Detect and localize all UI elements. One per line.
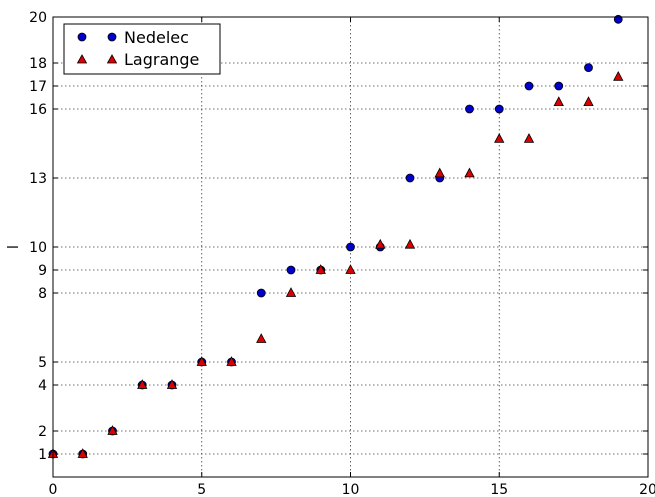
point-lagrange bbox=[375, 238, 386, 249]
legend-box bbox=[63, 23, 221, 75]
x-tick-label: 15 bbox=[490, 482, 508, 497]
point-lagrange bbox=[107, 425, 118, 435]
point-lagrange bbox=[166, 379, 178, 389]
y-tick-label: 8 bbox=[38, 286, 47, 302]
legend-marker-nedelec-1 bbox=[77, 32, 87, 42]
y-tick-label: 18 bbox=[29, 56, 47, 72]
point-lagrange bbox=[137, 379, 148, 389]
y-tick-label: 20 bbox=[29, 10, 47, 26]
legend-label-lagrange: Lagrange bbox=[124, 50, 199, 69]
point-nedelec bbox=[584, 63, 593, 72]
legend-label-nedelec: Nedelec bbox=[124, 28, 189, 47]
point-lagrange bbox=[315, 264, 326, 274]
x-tick-label: 0 bbox=[49, 482, 58, 497]
point-lagrange bbox=[434, 167, 445, 178]
point-lagrange bbox=[226, 356, 237, 366]
point-lagrange bbox=[613, 70, 624, 81]
point-nedelec bbox=[524, 81, 534, 91]
legend-marker-lagrange-1 bbox=[76, 54, 88, 64]
x-tick-label: 10 bbox=[342, 482, 360, 497]
point-nedelec bbox=[346, 242, 355, 252]
point-lagrange bbox=[464, 167, 475, 178]
y-tick-label: 5 bbox=[38, 355, 47, 371]
point-lagrange bbox=[256, 333, 267, 343]
point-lagrange bbox=[196, 356, 207, 366]
y-axis-label: l bbox=[6, 245, 22, 249]
point-nedelec bbox=[286, 265, 296, 275]
y-tick-label: 2 bbox=[38, 424, 47, 440]
point-nedelec bbox=[405, 173, 415, 183]
plot-frame bbox=[52, 16, 649, 478]
y-tick-label: 13 bbox=[29, 171, 47, 187]
point-lagrange bbox=[345, 264, 356, 274]
legend-marker-nedelec-2 bbox=[107, 32, 117, 42]
y-tick-label: 10 bbox=[29, 240, 47, 256]
point-lagrange bbox=[494, 133, 505, 143]
point-lagrange bbox=[285, 287, 297, 297]
legend: Nedelec Lagrange bbox=[63, 23, 221, 75]
y-tick-label: 17 bbox=[29, 79, 47, 95]
point-nedelec bbox=[256, 288, 266, 298]
y-tick-label: 1 bbox=[38, 447, 47, 463]
point-lagrange bbox=[583, 96, 594, 106]
y-tick-label: 9 bbox=[38, 263, 47, 279]
point-lagrange bbox=[523, 133, 535, 143]
y-tick-label: 4 bbox=[38, 378, 47, 394]
point-lagrange bbox=[553, 96, 564, 106]
data-points bbox=[47, 14, 624, 459]
y-tick-label: 16 bbox=[29, 102, 47, 118]
x-tick-label: 20 bbox=[639, 482, 655, 497]
point-nedelec bbox=[554, 81, 564, 91]
point-lagrange bbox=[77, 448, 88, 458]
point-nedelec bbox=[494, 104, 504, 114]
point-nedelec bbox=[465, 104, 474, 114]
x-tick-label: 5 bbox=[197, 482, 206, 497]
point-lagrange bbox=[404, 238, 416, 249]
legend-marker-lagrange-2 bbox=[106, 54, 118, 64]
